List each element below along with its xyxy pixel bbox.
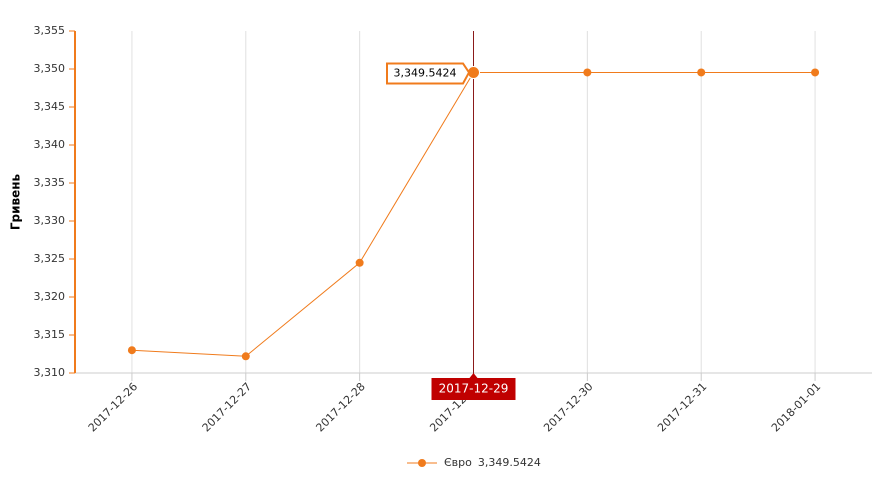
data-point <box>241 352 250 361</box>
data-point <box>127 346 136 355</box>
x-tick-label: 2017-12-27 <box>200 380 254 434</box>
y-tick-label: 3,340 <box>34 138 66 151</box>
x-tick-label: 2018-01-01 <box>769 380 823 434</box>
y-tick-label: 3,315 <box>34 328 66 341</box>
y-axis-label: Гривень <box>9 173 23 230</box>
y-tick-label: 3,345 <box>34 100 66 113</box>
y-tick-label: 3,310 <box>34 366 66 379</box>
y-tick-label: 3,335 <box>34 176 66 189</box>
crosshair-label-box <box>431 378 516 400</box>
data-point <box>697 68 706 77</box>
tooltip-box <box>386 62 471 85</box>
x-tick-label: 2017-12-30 <box>541 380 595 434</box>
y-tick-label: 3,325 <box>34 252 66 265</box>
y-tick-label: 3,350 <box>34 62 66 75</box>
x-tick-label: 2017-12-31 <box>655 380 709 434</box>
crosshair-label-pointer <box>469 373 478 378</box>
y-tick-label: 3,330 <box>34 214 66 227</box>
data-point <box>583 68 592 77</box>
x-tick-label: 2017-12-26 <box>86 380 140 434</box>
y-tick-label: 3,355 <box>34 24 66 37</box>
y-tick-label: 3,320 <box>34 290 66 303</box>
legend-marker <box>418 459 426 467</box>
legend-label: Євро <box>444 456 472 469</box>
x-tick-label: 2017-12-28 <box>313 380 367 434</box>
legend-value: 3,349.5424 <box>478 456 541 469</box>
crosshair-label: 2017-12-29 <box>439 382 509 396</box>
tooltip-value: 3,349.5424 <box>394 66 457 79</box>
data-point <box>811 68 820 77</box>
data-point <box>355 258 364 267</box>
